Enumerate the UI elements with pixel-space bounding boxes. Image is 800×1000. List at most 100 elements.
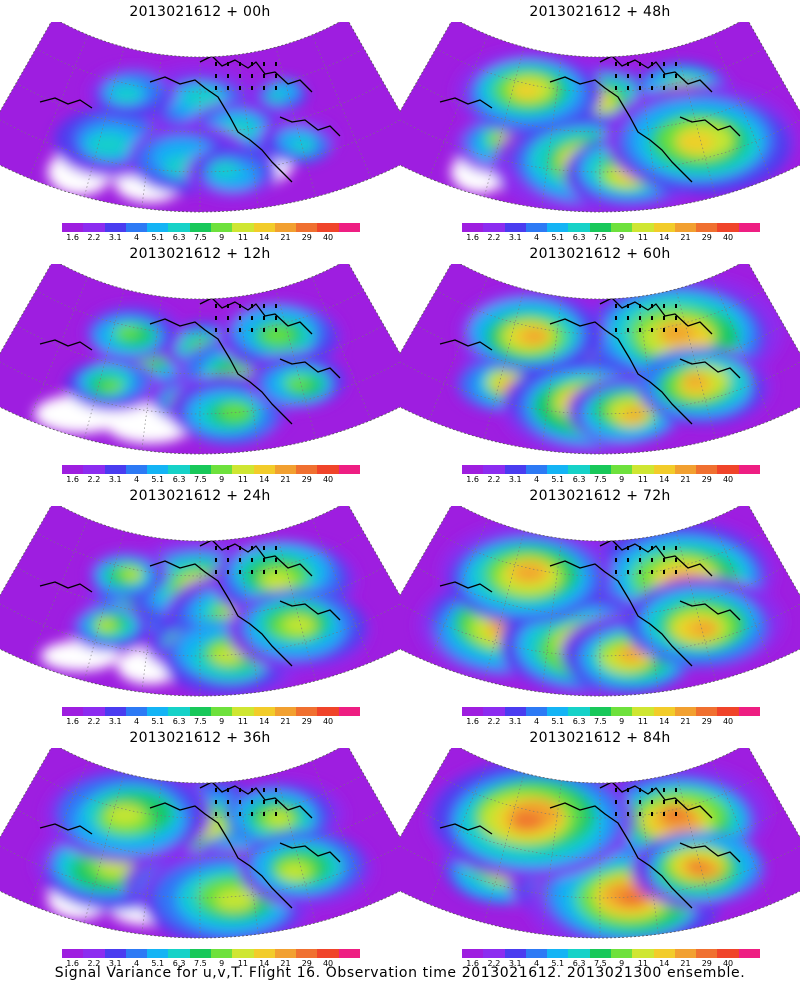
colorbar [462, 465, 760, 474]
colorbar-tick-label: 2.2 [87, 475, 101, 484]
colorbar-swatch [525, 949, 548, 958]
colorbar-swatch [83, 949, 105, 958]
colorbar-swatch [168, 949, 190, 958]
colorbar-tick-label: 14 [259, 233, 270, 242]
colorbar-tick-label: 6.3 [572, 959, 586, 968]
colorbar-tick-label: 21 [280, 233, 291, 242]
colorbar-swatch [568, 949, 590, 958]
colorbar-swatch [147, 465, 169, 474]
colorbar-swatch [462, 949, 484, 958]
colorbar-swatch [547, 949, 569, 958]
colorbar-tick-label: 21 [280, 959, 291, 968]
colorbar-swatch [738, 465, 760, 474]
colorbar-swatch [317, 949, 339, 958]
figure-caption: Signal Variance for u,v,T. Flight 16. Ob… [54, 965, 746, 981]
colorbar-tick-label: 3.1 [508, 717, 522, 726]
colorbar-tick-label: 6.3 [172, 717, 186, 726]
colorbar-swatch [189, 707, 211, 716]
colorbar-swatch [632, 949, 654, 958]
variance-map [0, 264, 400, 455]
colorbar-tick-label: 3.1 [508, 959, 522, 968]
colorbar-ticks: 1.6 2.2 3.1 4 5.1 6.3 7.5 9 11 14 21 29 40 [62, 475, 360, 485]
colorbar-tick-label: 1.6 [466, 717, 480, 726]
colorbar-swatch [568, 707, 590, 716]
colorbar-swatch [674, 949, 697, 958]
colorbar-swatch [253, 465, 275, 474]
colorbar-tick-label: 40 [322, 233, 334, 242]
colorbar-tick-label: 5.1 [151, 717, 165, 726]
colorbar-swatch [717, 707, 739, 716]
colorbar-tick-label: 29 [701, 233, 712, 242]
colorbar-tick-label: 4 [133, 233, 140, 242]
colorbar-tick-label: 6.3 [172, 233, 186, 242]
colorbar-tick-label: 4 [533, 959, 540, 968]
colorbar-tick-label: 11 [237, 475, 249, 484]
colorbar-tick-label: 14 [259, 717, 270, 726]
colorbar-swatch [274, 949, 297, 958]
colorbar-swatch [338, 465, 360, 474]
colorbar-tick-label: 2.2 [487, 233, 501, 242]
colorbar [462, 949, 760, 958]
colorbar-tick-label: 21 [680, 475, 691, 484]
colorbar-swatch [125, 465, 148, 474]
colorbar-tick-label: 14 [659, 959, 670, 968]
colorbar-swatch [62, 465, 84, 474]
colorbar-swatch [504, 949, 526, 958]
variance-map [0, 506, 400, 697]
colorbar-swatch [104, 223, 126, 232]
colorbar-tick-label: 14 [659, 475, 670, 484]
colorbar-swatch [653, 465, 675, 474]
colorbar-tick-label: 4 [133, 475, 140, 484]
colorbar-tick-label: 1.6 [66, 717, 80, 726]
colorbar-swatch [717, 223, 739, 232]
colorbar-swatch [462, 465, 484, 474]
colorbar-tick-label: 1.6 [66, 233, 80, 242]
variance-map [400, 506, 800, 697]
colorbar-swatch [83, 465, 105, 474]
colorbar-swatch [674, 465, 697, 474]
colorbar-swatch [210, 949, 233, 958]
colorbar-swatch [253, 223, 275, 232]
colorbar-tick-label: 9 [219, 959, 225, 968]
variance-map [0, 22, 400, 213]
colorbar-swatch [717, 949, 739, 958]
colorbar-swatch [547, 465, 569, 474]
colorbar-swatch [125, 949, 148, 958]
colorbar-swatch [189, 949, 211, 958]
colorbar-tick-label: 5.1 [151, 475, 165, 484]
colorbar [62, 707, 360, 716]
colorbar-swatch [125, 707, 148, 716]
colorbar-tick-label: 21 [680, 959, 691, 968]
colorbar-tick-label: 9 [619, 233, 625, 242]
colorbar-swatch [547, 223, 569, 232]
colorbar-tick-label: 7.5 [193, 233, 207, 242]
colorbar-swatch [674, 223, 697, 232]
colorbar-swatch [253, 707, 275, 716]
variance-map [0, 748, 400, 939]
colorbar-tick-label: 3.1 [108, 717, 122, 726]
colorbar [62, 465, 360, 474]
colorbar-swatch [738, 949, 760, 958]
colorbar-swatch [717, 465, 739, 474]
colorbar-tick-label: 1.6 [466, 475, 480, 484]
colorbar-swatch [504, 707, 526, 716]
colorbar-swatch [462, 223, 484, 232]
colorbar-tick-label: 11 [637, 959, 649, 968]
colorbar-tick-label: 29 [301, 475, 312, 484]
colorbar-ticks: 1.6 2.2 3.1 4 5.1 6.3 7.5 9 11 14 21 29 40 [462, 475, 760, 485]
variance-map [400, 22, 800, 213]
colorbar-swatch [296, 949, 318, 958]
colorbar-swatch [232, 949, 254, 958]
colorbar-swatch [504, 465, 526, 474]
colorbar-swatch [610, 707, 633, 716]
colorbar-tick-label: 9 [619, 717, 625, 726]
panel-title: 2013021612 + 84h [529, 730, 671, 746]
colorbar-swatch [589, 949, 611, 958]
colorbar-tick-label: 2.2 [87, 233, 101, 242]
colorbar-swatch [125, 223, 148, 232]
colorbar-swatch [483, 223, 505, 232]
colorbar-swatch [632, 707, 654, 716]
colorbar-swatch [168, 707, 190, 716]
map-panel: 2013021612 + 12h 1.6 2.2 3.1 4 5.1 6.3 7.5 9 11 14… [0, 242, 400, 487]
colorbar-tick-label: 29 [701, 475, 712, 484]
